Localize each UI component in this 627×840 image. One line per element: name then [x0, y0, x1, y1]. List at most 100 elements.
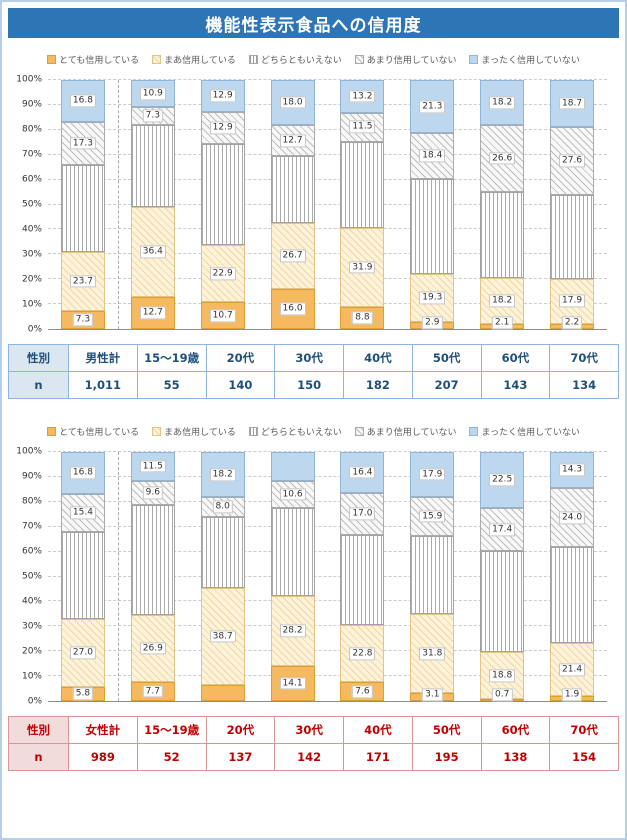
- legend-label: とても信用している: [59, 428, 140, 438]
- bar-slot: 0.7 18.8 17.4 22.5: [467, 452, 537, 702]
- data-label: 14.1: [279, 677, 306, 690]
- data-label: 7.3: [72, 313, 94, 327]
- legend-swatch-icon: [152, 55, 162, 64]
- table-category-cell: 50代: [411, 716, 482, 744]
- legend-swatch-icon: [152, 427, 162, 436]
- data-label: 31.9: [349, 260, 376, 274]
- data-label: 19.3: [419, 291, 446, 305]
- data-label: 2.2: [561, 316, 583, 330]
- y-tick-label: 90%: [21, 471, 42, 482]
- data-label: 12.9: [209, 89, 236, 103]
- legend-swatch-icon: [469, 55, 479, 64]
- y-tick-label: 0%: [27, 324, 42, 335]
- female-stats-table: 性別 女性計 15〜19歳 20代 30代 40代 50代 60代 70代 n 989 52 137 14…: [8, 716, 619, 771]
- data-label: 18.2: [489, 294, 516, 308]
- legend-label: まあ信用している: [164, 56, 236, 66]
- data-label: 16.4: [349, 466, 376, 479]
- data-label: 17.9: [559, 294, 586, 308]
- bar-segment: [340, 80, 385, 113]
- bar-slot: 3.1 31.8 15.9 17.9: [397, 452, 467, 702]
- data-label: 11.5: [139, 459, 166, 473]
- legend-swatch-icon: [469, 427, 479, 436]
- data-label: 10.9: [139, 87, 166, 100]
- data-label: 2.1: [492, 316, 513, 330]
- legend-label: どちらともいえない: [260, 428, 342, 438]
- bar-segment: [270, 156, 315, 223]
- legend-label: まあ信用している: [164, 428, 236, 438]
- bar-slot: 7.3 23.7 17.3 16.8: [48, 80, 118, 329]
- data-label: 18.2: [489, 96, 516, 110]
- table-category-cell: 20代: [205, 344, 276, 372]
- legend-item: あまり信用していない: [354, 425, 456, 438]
- plot-area-male: 7.3 23.7 17.3 16.8 12.7 36.4 7.3 10.9 10.7 22.9 12…: [48, 79, 607, 330]
- table-category-cell: 50代: [411, 344, 482, 372]
- stacked-bar: [200, 452, 245, 701]
- bar-slot: 8.8 31.9 11.5 13.2: [328, 80, 398, 329]
- gridline: [48, 79, 607, 80]
- gridline: [48, 303, 607, 305]
- bar-segment: [200, 517, 245, 589]
- bar-segment: [130, 125, 175, 207]
- data-label: 8.0: [212, 500, 233, 514]
- table-n-cell: 55: [136, 371, 207, 399]
- y-tick-label: 80%: [21, 124, 42, 135]
- table-category-cell: 60代: [480, 716, 551, 744]
- bar-segment: [550, 547, 595, 643]
- y-tick-label: 70%: [21, 149, 42, 160]
- table-category-cell: 70代: [549, 716, 619, 744]
- gridline: [48, 575, 607, 577]
- bar-slot: 16.0 26.7 12.7 18.0: [258, 80, 328, 329]
- bar-segment: [340, 535, 385, 626]
- data-label: 16.8: [69, 466, 96, 480]
- data-label: 18.2: [209, 468, 236, 482]
- gridline: [48, 675, 607, 677]
- bar-segment: [550, 195, 595, 279]
- data-label: 21.4: [559, 663, 586, 677]
- data-label: 17.9: [419, 467, 446, 481]
- legend-item: とても信用している: [47, 53, 139, 66]
- plot-area-female: 5.8 27.0 15.4 16.8 7.7 26.9 9.6 11.5 38.7 8.0 18.2…: [48, 451, 607, 702]
- bar-slot: 12.7 36.4 7.3 10.9: [118, 80, 188, 329]
- female-chart-section: とても信用している まあ信用している どちらともいえない あまり信用していない まったく…: [8, 425, 619, 771]
- legend-item: とても信用している: [47, 425, 139, 438]
- legend-item: まったく信用していない: [469, 425, 580, 438]
- data-label: 7.6: [352, 685, 373, 698]
- table-n-cell: 989: [68, 743, 138, 771]
- data-label: 11.5: [349, 120, 376, 134]
- gridline: [48, 451, 607, 452]
- data-label: 26.6: [489, 152, 516, 165]
- bar-segment: [200, 684, 245, 701]
- y-tick-label: 40%: [21, 596, 42, 607]
- data-label: 18.8: [489, 669, 516, 683]
- gridline: [48, 525, 607, 527]
- data-label: 8.8: [352, 311, 373, 325]
- data-label: 18.0: [279, 96, 306, 109]
- data-label: 22.8: [349, 647, 376, 661]
- data-label: 16.0: [279, 302, 306, 316]
- legend-swatch-icon: [248, 427, 258, 436]
- table-n-cell: 142: [274, 743, 344, 771]
- stacked-bar: [60, 452, 105, 701]
- bar-slot: 2.2 17.9 27.6 18.7: [537, 80, 607, 330]
- legend-item: まあ信用している: [152, 53, 236, 66]
- table-category-cell: 70代: [549, 344, 619, 372]
- table-category-cell: 30代: [274, 344, 344, 372]
- data-label: 2.9: [422, 316, 443, 330]
- y-tick-label: 100%: [16, 446, 42, 457]
- bar-slot: 14.1 28.2 10.6: [258, 452, 328, 701]
- table-category-cell: 40代: [343, 716, 413, 744]
- legend-swatch-icon: [354, 427, 364, 436]
- data-label: 24.0: [559, 511, 586, 524]
- gridline: [48, 253, 607, 255]
- stacked-bar: [60, 80, 105, 329]
- stacked-bar: [340, 80, 385, 329]
- data-label: 14.3: [559, 463, 586, 477]
- gridline: [48, 178, 607, 180]
- stacked-bar: [410, 452, 455, 701]
- legend-swatch-icon: [248, 55, 258, 64]
- data-label: 7.3: [142, 109, 163, 123]
- data-label: 26.7: [279, 249, 306, 263]
- y-tick-label: 30%: [21, 621, 42, 632]
- bar-slot: 7.7 26.9 9.6 11.5: [118, 452, 188, 701]
- table-n-cell: 137: [205, 743, 276, 771]
